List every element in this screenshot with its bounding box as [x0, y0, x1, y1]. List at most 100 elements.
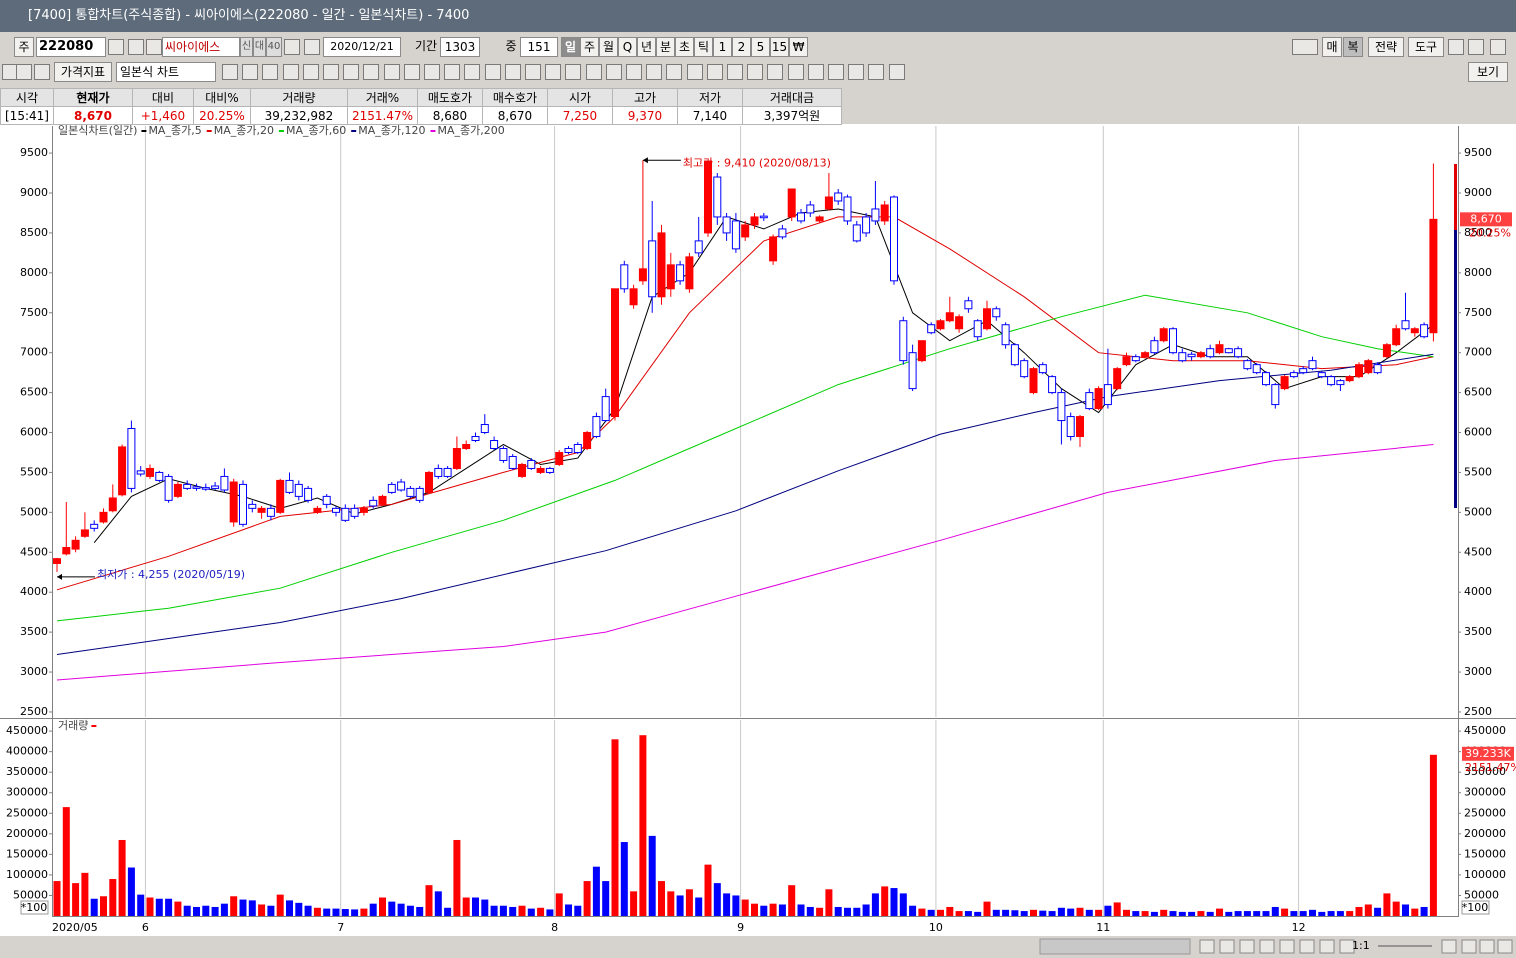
drawing-tool[interactable] [646, 64, 662, 80]
drawing-tool[interactable] [222, 64, 238, 80]
tool-icon[interactable] [146, 39, 162, 55]
date-input[interactable]: 2020/12/21 [323, 37, 401, 57]
drawing-tool[interactable] [889, 64, 905, 80]
interval-button[interactable]: 년 [637, 37, 656, 57]
footer-button[interactable] [1461, 939, 1477, 954]
volume-bar [806, 906, 814, 916]
drawing-tool[interactable] [505, 64, 521, 80]
y-tick-label: 3000 [20, 665, 48, 678]
drawing-tool[interactable] [363, 64, 379, 80]
drawing-tool[interactable] [485, 64, 501, 80]
drawing-tool[interactable] [767, 64, 783, 80]
nav-arrow[interactable] [284, 39, 300, 55]
drawing-tool[interactable] [323, 64, 339, 80]
candle-body [927, 324, 936, 334]
drawing-tool[interactable] [747, 64, 763, 80]
interval-button[interactable]: 15 [770, 37, 789, 57]
interval-button[interactable]: ₩ [789, 37, 808, 57]
drawing-tool[interactable] [707, 64, 723, 80]
drawing-tool[interactable] [828, 64, 844, 80]
quote-value: [15:41] [0, 106, 54, 125]
drawing-tool[interactable] [606, 64, 622, 80]
candle-body [1094, 388, 1103, 410]
interval-button[interactable]: 1 [713, 37, 732, 57]
action-button[interactable]: 복 [1343, 37, 1363, 57]
footer-button[interactable] [1299, 939, 1315, 954]
action-button[interactable]: 도구 [1408, 37, 1444, 57]
volume-bar [304, 905, 312, 916]
drawing-tool[interactable] [404, 64, 420, 80]
interval-button[interactable]: 일 [561, 37, 580, 57]
quote-header: 거래량 [249, 88, 348, 107]
footer-button[interactable] [1339, 939, 1355, 954]
drawing-tool[interactable] [525, 64, 541, 80]
drawing-tool[interactable] [565, 64, 581, 80]
drawing-tool[interactable] [848, 64, 864, 80]
y-tick-label: 7500 [1464, 306, 1492, 319]
tool-icon[interactable] [128, 39, 144, 55]
footer-button[interactable] [1259, 939, 1275, 954]
drawing-tool[interactable] [586, 64, 602, 80]
candle-body [471, 436, 480, 442]
interval-button[interactable]: Q [618, 37, 637, 57]
interval-button[interactable]: 주 [580, 37, 599, 57]
tool-icon[interactable] [1468, 39, 1484, 55]
drawing-tool[interactable] [687, 64, 703, 80]
drawing-tool[interactable] [808, 64, 824, 80]
drawing-tool[interactable] [262, 64, 278, 80]
drawing-tool[interactable] [464, 64, 480, 80]
action-button[interactable]: 매 [1322, 37, 1342, 57]
drawing-tool[interactable] [242, 64, 258, 80]
cloud-icon[interactable] [1292, 39, 1318, 55]
volume-bar [1020, 911, 1028, 916]
view-button[interactable]: 보기 [1468, 62, 1508, 82]
interval-button[interactable]: 월 [599, 37, 618, 57]
volume-bar [1309, 909, 1316, 916]
code-input[interactable]: 222080 [36, 37, 106, 57]
tool-icon[interactable] [16, 64, 32, 80]
drawing-tool[interactable] [727, 64, 743, 80]
drawing-tool[interactable] [626, 64, 642, 80]
interval-button[interactable]: 틱 [694, 37, 713, 57]
footer-button[interactable] [1479, 939, 1495, 954]
footer-button[interactable] [1319, 939, 1335, 954]
tool-icon[interactable] [1448, 39, 1464, 55]
x-tick-label: 7 [337, 921, 344, 934]
interval-button[interactable]: 2 [732, 37, 751, 57]
y-tick-label: 450000 [6, 724, 48, 737]
drawing-tool[interactable] [283, 64, 299, 80]
chart-style-select[interactable]: 일본식 차트 [116, 62, 216, 82]
tool-icon[interactable] [108, 39, 124, 55]
drawing-tool[interactable] [424, 64, 440, 80]
drawing-tool[interactable] [788, 64, 804, 80]
nav-arrow[interactable] [304, 39, 320, 55]
count-input[interactable]: 151 [520, 37, 558, 57]
drawing-tool[interactable] [666, 64, 682, 80]
action-button[interactable]: 전략 [1368, 37, 1404, 57]
footer-button[interactable] [1219, 939, 1235, 954]
footer-button[interactable] [1441, 939, 1457, 954]
drawing-tool[interactable] [444, 64, 460, 80]
period-input[interactable]: 1303 [440, 37, 480, 57]
drawing-tool[interactable] [343, 64, 359, 80]
drawing-tool[interactable] [545, 64, 561, 80]
interval-button[interactable]: 초 [675, 37, 694, 57]
indicator-button[interactable]: 가격지표 [54, 62, 112, 82]
drawing-tool[interactable] [868, 64, 884, 80]
footer-button[interactable] [1497, 939, 1513, 954]
volume-bar [109, 879, 117, 916]
tool-icon[interactable] [1490, 39, 1506, 55]
drawing-tool[interactable] [384, 64, 400, 80]
drawing-tool[interactable] [303, 64, 319, 80]
footer-button[interactable] [1199, 939, 1215, 954]
footer-button[interactable] [1279, 939, 1295, 954]
market-button[interactable]: 주 [14, 37, 34, 57]
name-input[interactable]: 씨아이에스 [162, 37, 240, 57]
footer-button[interactable] [1239, 939, 1255, 954]
interval-button[interactable]: 분 [656, 37, 675, 57]
y-tick-label: 6500 [20, 386, 48, 399]
interval-button[interactable]: 5 [751, 37, 770, 57]
volume-bar [537, 907, 545, 916]
tool-icon[interactable] [34, 64, 50, 80]
